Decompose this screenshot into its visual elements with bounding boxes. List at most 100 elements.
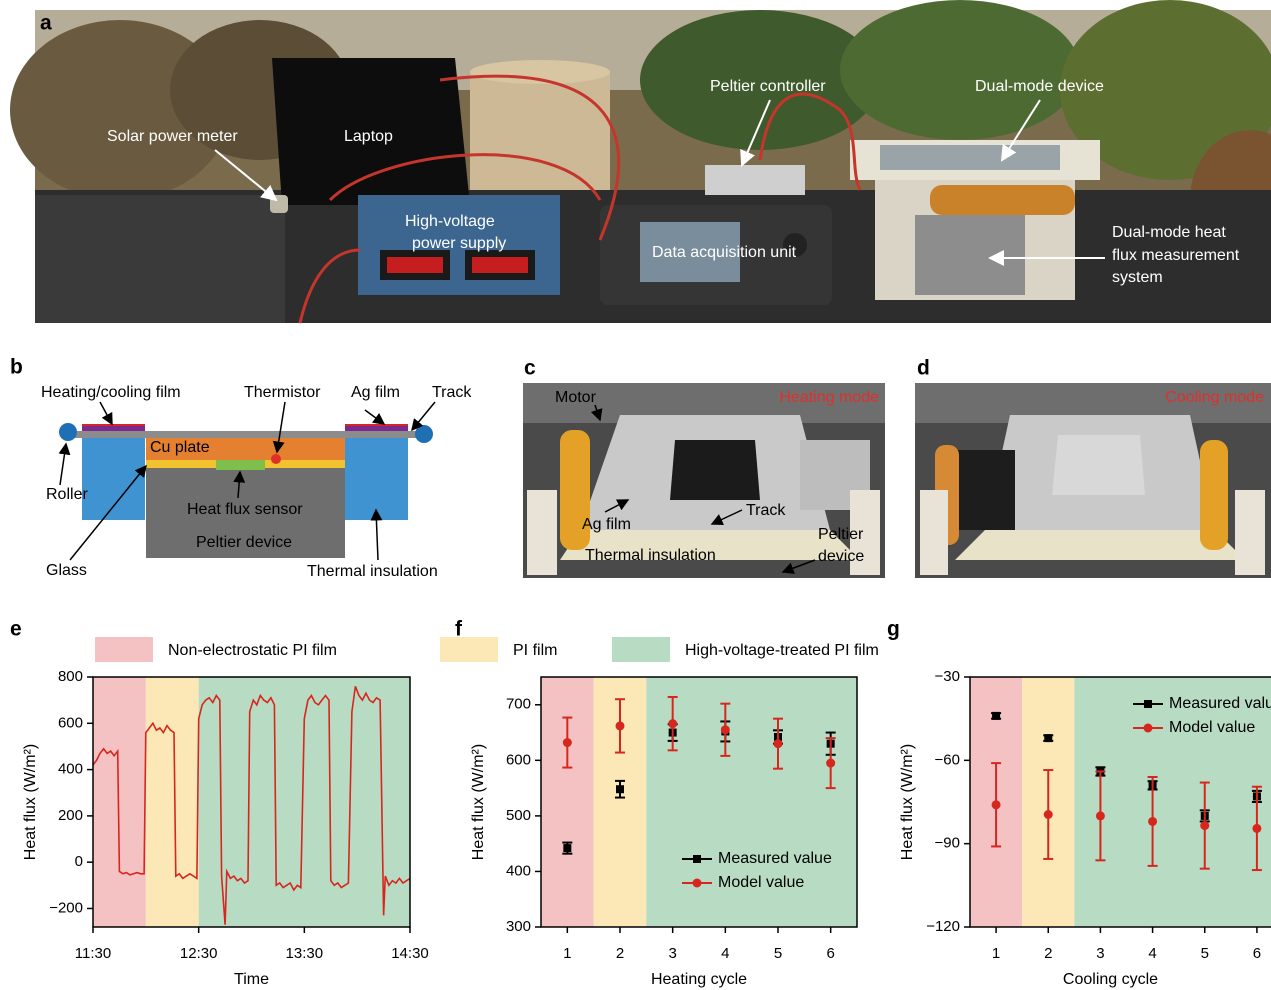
- diagram-label: Track: [432, 384, 472, 401]
- legend-label: Measured value: [1169, 695, 1271, 712]
- panel-label: d: [917, 357, 930, 380]
- x-tick-label: 1: [563, 945, 571, 962]
- photo-label: Dual-mode device: [975, 78, 1104, 95]
- panel-label: e: [10, 618, 22, 641]
- legend-swatch: [95, 637, 153, 662]
- chart: Measured valueModel value123456−120−90−6…: [899, 668, 1271, 988]
- legend-label: Non-electrostatic PI film: [168, 642, 337, 659]
- x-tick-label: 6: [826, 945, 834, 962]
- legend-swatch: [440, 637, 498, 662]
- y-tick-label: 300: [506, 918, 531, 935]
- page: { "panel_labels": ["a", "b", "c", "d", "…: [0, 0, 1271, 990]
- photo-label: Track: [746, 502, 786, 519]
- y-tick-label: −200: [49, 899, 83, 916]
- diagram-label: Cu plate: [150, 439, 210, 456]
- legend-label: Model value: [1169, 719, 1255, 736]
- region-band: [93, 677, 146, 927]
- legend-label: PI film: [513, 642, 557, 659]
- photo-label: Ag film: [582, 516, 631, 533]
- x-tick-label: 2: [1044, 945, 1052, 962]
- photo-label: Cooling mode: [1165, 389, 1264, 406]
- marker: [992, 712, 1000, 720]
- region-band: [1074, 677, 1271, 927]
- photo-label: Peltier controller: [710, 78, 826, 95]
- diagram-label: Peltier device: [196, 534, 292, 551]
- photo-a: Solar power meter Laptop High-voltage po…: [10, 0, 1271, 323]
- marker: [721, 725, 730, 734]
- legend-marker: [1144, 724, 1153, 733]
- marker: [1044, 810, 1053, 819]
- y-axis-label: Heat flux (W/m²): [22, 744, 39, 860]
- x-tick-label: 11:30: [75, 945, 111, 962]
- marker: [1044, 734, 1052, 742]
- x-axis-label: Time: [234, 971, 269, 988]
- x-axis-label: Cooling cycle: [1063, 971, 1158, 988]
- y-tick-label: 200: [58, 807, 83, 824]
- diagram-label: Thermal insulation: [307, 563, 438, 580]
- marker: [1096, 811, 1105, 820]
- y-tick-label: 600: [58, 714, 83, 731]
- y-tick-label: −90: [935, 835, 960, 852]
- photo-label: device: [818, 548, 864, 565]
- legend-marker: [1144, 700, 1152, 708]
- x-tick-label: 4: [721, 945, 729, 962]
- photo-label: system: [1112, 269, 1163, 286]
- photo-label: power supply: [412, 235, 506, 252]
- photo-label: flux measurement: [1112, 247, 1240, 264]
- photo-label: Motor: [555, 389, 597, 406]
- diagram-label: Heating/cooling film: [41, 384, 181, 401]
- panel-label: c: [524, 357, 536, 380]
- y-tick-label: 400: [506, 862, 531, 879]
- photo-label: Thermal insulation: [585, 547, 716, 564]
- marker: [1200, 821, 1209, 830]
- x-tick-label: 3: [668, 945, 676, 962]
- x-tick-label: 4: [1148, 945, 1156, 962]
- y-tick-label: 0: [75, 853, 83, 870]
- photo-d: Cooling mode: [915, 383, 1271, 578]
- marker: [1252, 824, 1261, 833]
- y-tick-label: 600: [506, 751, 531, 768]
- y-tick-label: 500: [506, 807, 531, 824]
- y-tick-label: −60: [935, 751, 960, 768]
- y-tick-label: −30: [935, 668, 960, 685]
- marker: [826, 759, 835, 768]
- y-axis-label: Heat flux (W/m²): [470, 744, 487, 860]
- diagram-label: Thermistor: [244, 384, 321, 401]
- panel-label: g: [887, 618, 900, 641]
- marker: [992, 800, 1001, 809]
- legend-swatch: [612, 637, 670, 662]
- photo-label: Heating mode: [779, 389, 879, 406]
- marker: [616, 785, 624, 793]
- x-tick-label: 5: [1201, 945, 1209, 962]
- legend-label: Model value: [718, 874, 804, 891]
- photo-label: Solar power meter: [107, 128, 238, 145]
- diagram-label: Ag film: [351, 384, 400, 401]
- panel-label: b: [10, 356, 23, 379]
- diagram-b: Heating/cooling film Thermistor Ag film …: [41, 384, 472, 580]
- marker: [616, 721, 625, 730]
- diagram-label: Glass: [46, 562, 87, 579]
- x-tick-label: 1: [992, 945, 1000, 962]
- x-tick-label: 6: [1253, 945, 1261, 962]
- legend-marker: [693, 879, 702, 888]
- x-tick-label: 2: [616, 945, 624, 962]
- y-axis-label: Heat flux (W/m²): [899, 744, 916, 860]
- region-band: [541, 677, 594, 927]
- x-tick-label: 14:30: [391, 945, 429, 962]
- photo-c: Motor Heating mode Ag film Track Thermal…: [523, 383, 885, 578]
- x-axis-label: Heating cycle: [651, 971, 747, 988]
- y-tick-label: 400: [58, 761, 83, 778]
- marker: [1148, 817, 1157, 826]
- photo-label: Peltier: [818, 526, 864, 543]
- x-tick-label: 12:30: [180, 945, 218, 962]
- photo-label: Data acquisition unit: [652, 244, 797, 261]
- region-band: [146, 677, 199, 927]
- x-tick-label: 13:30: [286, 945, 324, 962]
- legend-label: Measured value: [718, 850, 832, 867]
- chart: Measured value Model value 1 2 3 4 5 6 300 400 500…: [470, 677, 857, 988]
- photo-label: Dual-mode heat: [1112, 224, 1226, 241]
- panel-label: a: [40, 12, 52, 35]
- diagram-label: Heat flux sensor: [187, 501, 303, 518]
- x-tick-label: 5: [774, 945, 782, 962]
